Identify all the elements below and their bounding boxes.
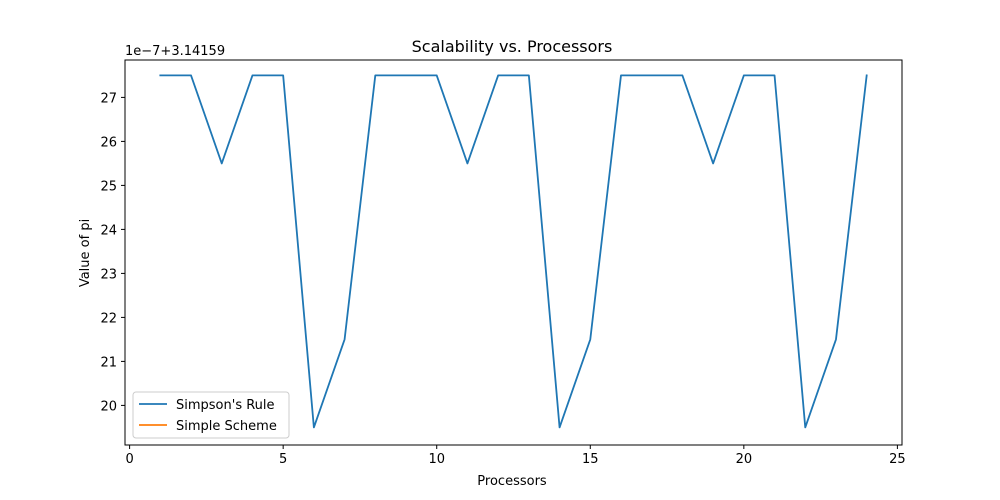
y-tick-label: 23 bbox=[100, 267, 117, 282]
x-tick-label: 5 bbox=[279, 452, 287, 467]
x-tick-label: 15 bbox=[582, 452, 599, 467]
y-tick-label: 20 bbox=[100, 399, 117, 414]
x-axis-label: Processors bbox=[477, 474, 547, 489]
y-tick-label: 25 bbox=[100, 179, 117, 194]
x-tick-label: 20 bbox=[736, 452, 753, 467]
y-tick-label: 22 bbox=[100, 311, 117, 326]
chart-title: Scalability vs. Processors bbox=[412, 37, 613, 56]
series-line-simpson-s-rule bbox=[159, 74, 868, 429]
y-tick-label: 27 bbox=[100, 91, 117, 106]
axes-frame bbox=[124, 59, 903, 446]
x-tick-label: 10 bbox=[428, 452, 445, 467]
y-offset-label: 1e−7+3.14159 bbox=[125, 44, 225, 59]
y-tick-label: 26 bbox=[100, 135, 117, 150]
plot-area: 0 5 10 15 20 25 20 21 22 23 24 25 26 27 bbox=[100, 59, 906, 467]
y-tick-label: 21 bbox=[100, 355, 117, 370]
legend-label: Simpson's Rule bbox=[176, 398, 275, 413]
legend-box bbox=[132, 391, 290, 439]
legend-label: Simple Scheme bbox=[176, 419, 277, 434]
legend: Simpson's Rule Simple Scheme bbox=[132, 391, 290, 439]
x-tick-label: 0 bbox=[125, 452, 133, 467]
y-tick-label: 24 bbox=[100, 223, 117, 238]
y-axis-label: Value of pi bbox=[78, 219, 93, 287]
x-tick-label: 25 bbox=[889, 452, 906, 467]
